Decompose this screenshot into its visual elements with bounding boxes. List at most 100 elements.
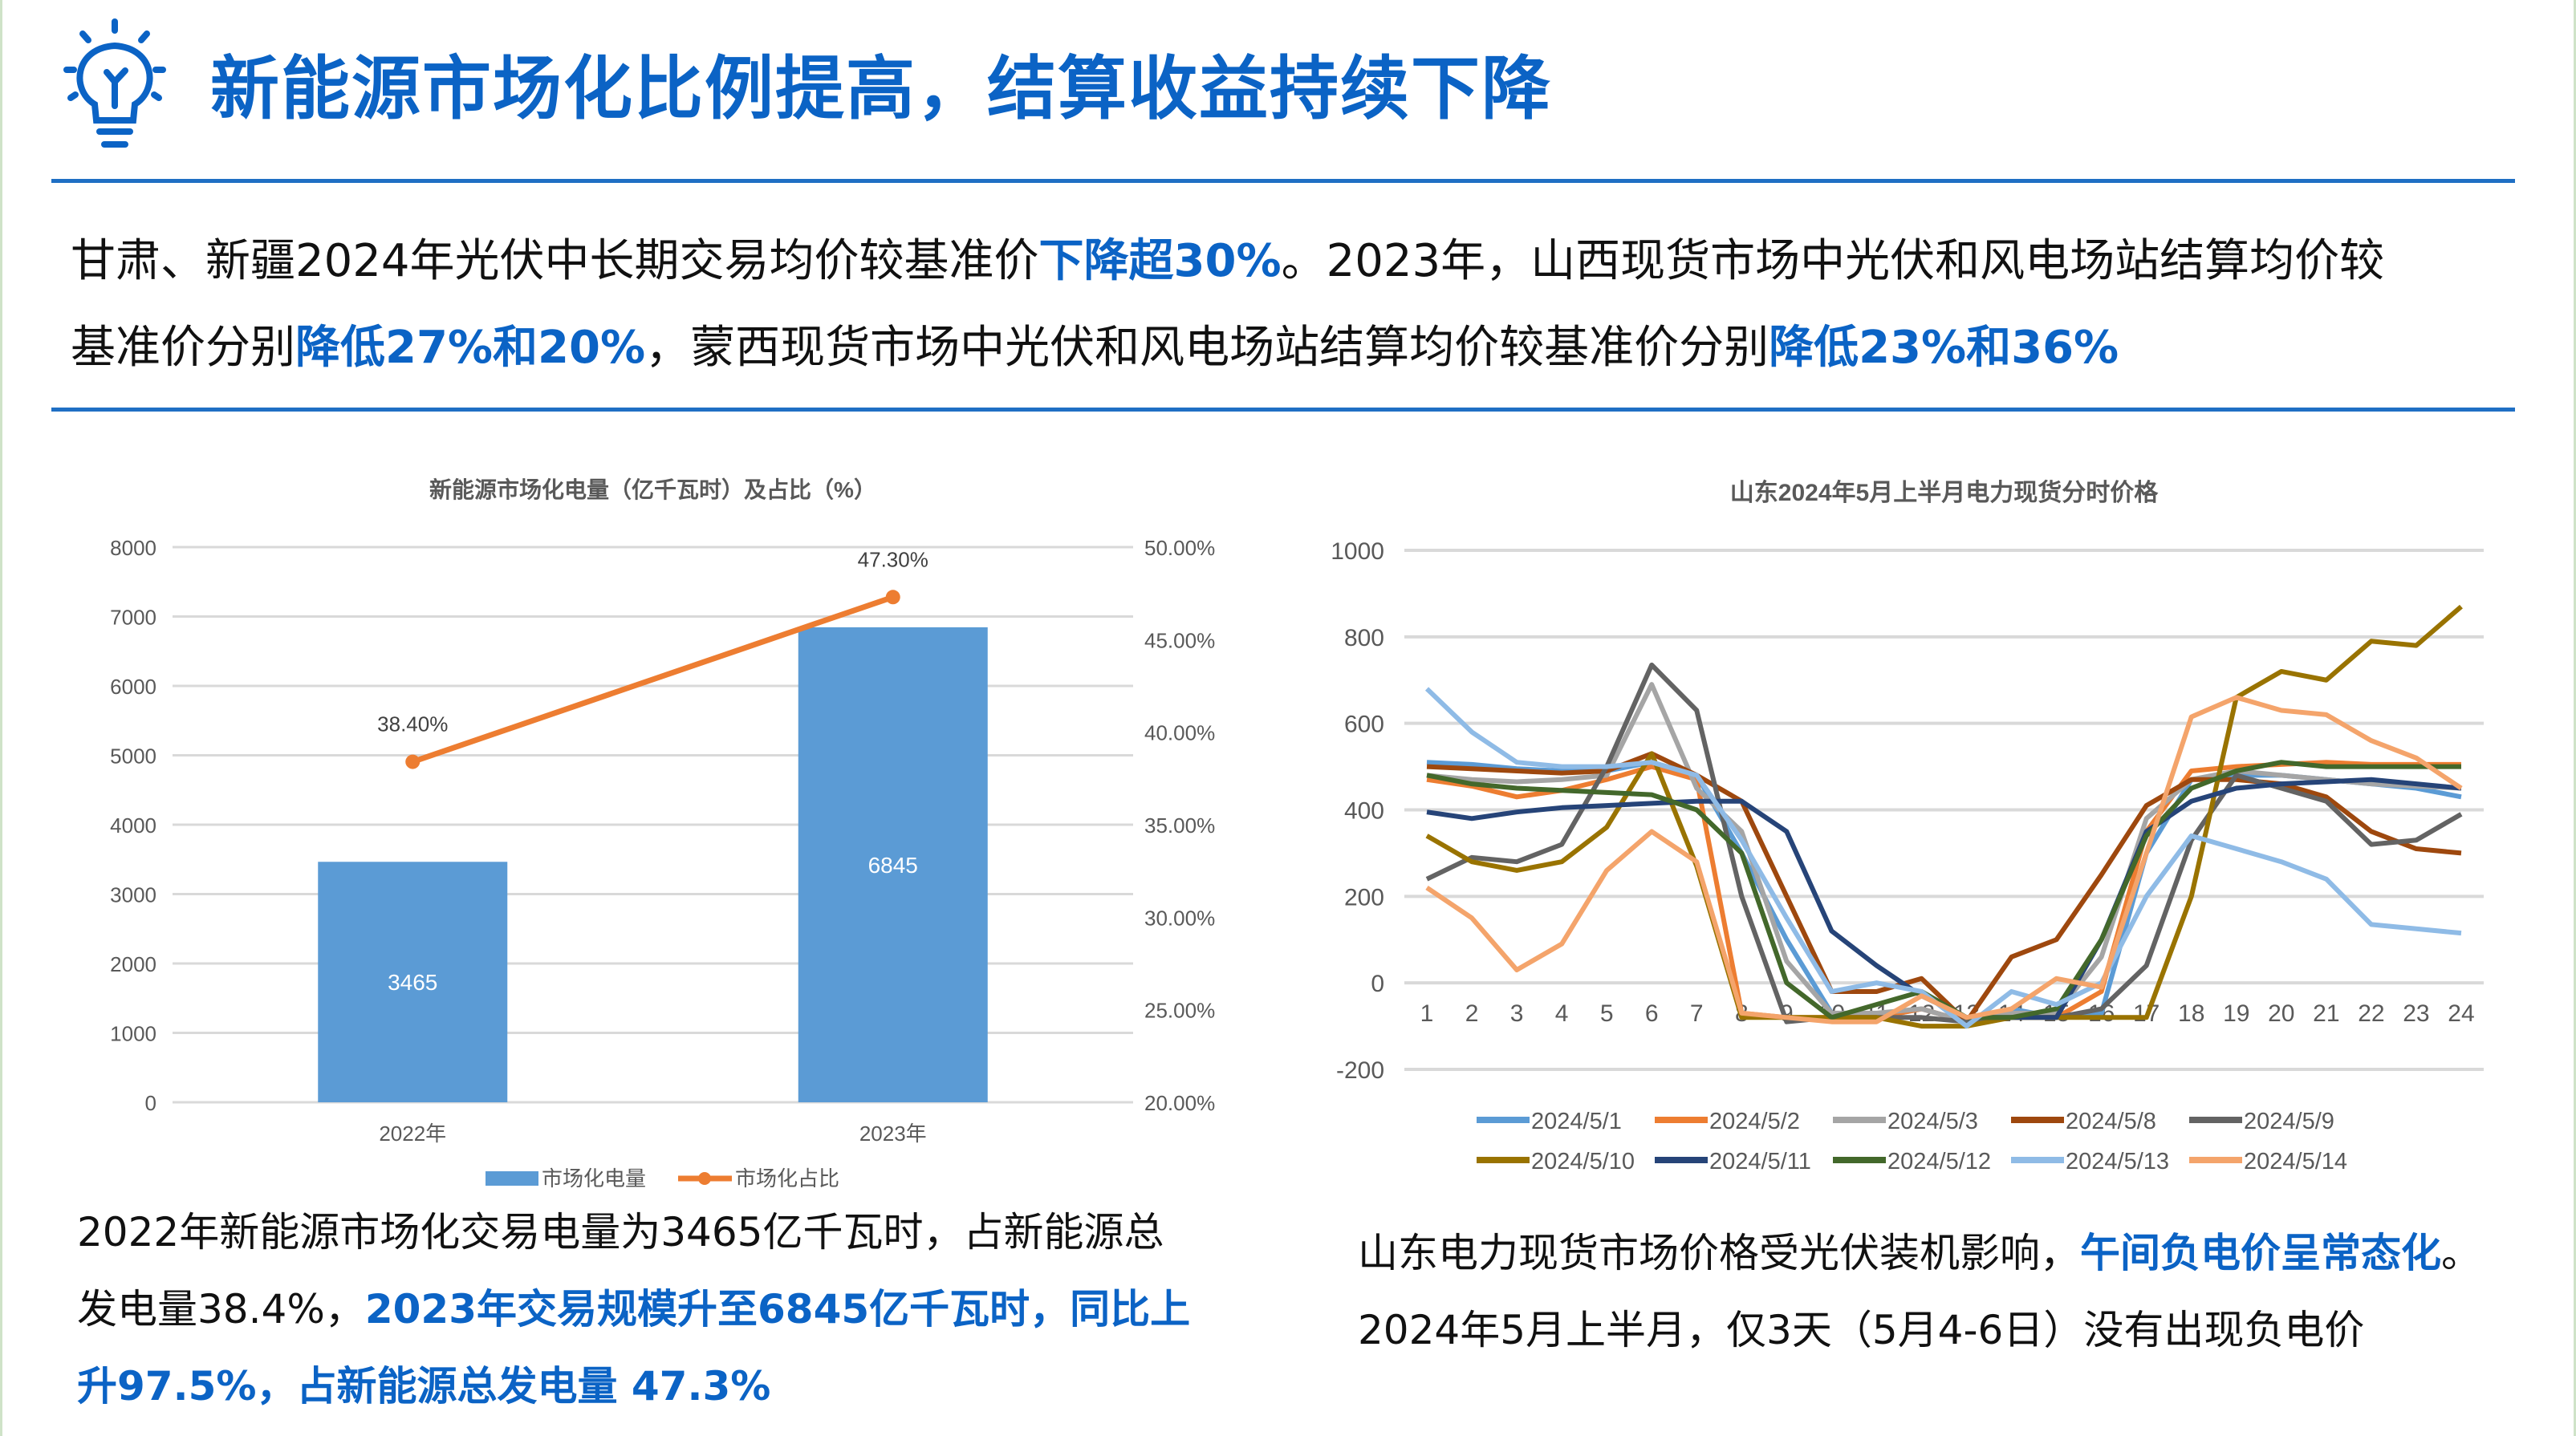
legend-label: 2024/5/10 xyxy=(1531,1149,1635,1174)
y-tick-label: 6000 xyxy=(110,675,156,699)
right-note-line-2: 2024年5月上半月，仅3天（5月4-6日）没有出现负电价 xyxy=(1358,1298,2364,1356)
y-tick-label: 600 xyxy=(1344,712,1384,738)
text-segment: 2022年新能源市场化交易电量为3465亿千瓦时，占新能源总 xyxy=(77,1209,1164,1255)
legend-marker xyxy=(698,1172,711,1185)
highlight-text: 2023年交易规模升至6845亿千瓦时，同比上 xyxy=(364,1286,1191,1333)
legend-label: 2024/5/1 xyxy=(1531,1109,1622,1134)
x-tick-label: 2 xyxy=(1465,1000,1479,1027)
highlight-text: 午间负电价呈常态化 xyxy=(2080,1230,2441,1276)
x-tick-label: 3 xyxy=(1510,1000,1524,1027)
series-line-2024-5-12 xyxy=(1426,760,2461,1020)
left-note-line-3: 升97.5%，占新能源总发电量 47.3% xyxy=(77,1354,770,1412)
line-data-label: 38.40% xyxy=(377,712,448,736)
series-line-2024-5-13 xyxy=(1424,687,2462,1029)
x-tick-label: 5 xyxy=(1600,1000,1614,1027)
legend-label: 2024/5/13 xyxy=(2066,1149,2169,1174)
legend-label: 2024/5/11 xyxy=(1709,1149,1811,1174)
x-tick-label: 7 xyxy=(1690,1000,1704,1027)
lightbulb-icon xyxy=(63,18,166,148)
legend-label: 2024/5/8 xyxy=(2066,1109,2156,1134)
x-tick-label: 2023年 xyxy=(859,1122,927,1146)
series-line-2024-5-8 xyxy=(1426,751,2462,1024)
share-point xyxy=(885,590,900,605)
shandong-price-chart: 山东2024年5月上半月电力现货分时价格 -200 0 200 400 600 800 100… xyxy=(1331,479,2484,1174)
highlight-text: 降低27%和20% xyxy=(295,322,646,374)
x-tick-label: 23 xyxy=(2403,1000,2429,1027)
summary-line-1: 甘肃、新疆2024年光伏中长期交易均价较基准价下降超30%。2023年，山西现货… xyxy=(71,225,2384,290)
y2-tick-label: 50.00% xyxy=(1144,536,1215,560)
divider xyxy=(51,179,2515,183)
legend-label: 市场化电量 xyxy=(542,1166,646,1191)
line-data-label: 47.30% xyxy=(858,547,928,571)
y2-tick-label: 45.00% xyxy=(1144,628,1215,652)
y2-tick-label: 25.00% xyxy=(1144,999,1215,1023)
y-tick-label: 3000 xyxy=(110,883,156,907)
y-tick-label: 4000 xyxy=(110,813,156,838)
legend-label: 市场化占比 xyxy=(735,1166,839,1191)
x-tick-label: 22 xyxy=(2358,1000,2384,1027)
text-segment: 。 xyxy=(2441,1230,2481,1276)
legend-label: 2024/5/14 xyxy=(2244,1149,2347,1174)
legend-label: 2024/5/3 xyxy=(1887,1109,1978,1134)
text-segment: 山东电力现货市场价格受光伏装机影响， xyxy=(1358,1230,2080,1276)
left-note-line-1: 2022年新能源市场化交易电量为3465亿千瓦时，占新能源总 xyxy=(77,1200,1164,1258)
x-tick-label: 21 xyxy=(2313,1000,2339,1027)
series-line-2024-5-10 xyxy=(1425,604,2463,1029)
y-tick-label: 400 xyxy=(1344,798,1384,825)
market-volume-chart: 新能源市场化电量（亿千瓦时）及占比（%） 0 1000 2000 3000 4000 500… xyxy=(110,477,1215,1191)
bar-data-label: 3465 xyxy=(388,970,437,995)
text-segment: 。2023年，山西现货市场中光伏和风电场站结算均价较 xyxy=(1281,235,2385,287)
x-tick-label: 4 xyxy=(1555,1000,1569,1027)
x-tick-label: 24 xyxy=(2448,1000,2474,1027)
left-note-line-2: 发电量38.4%，2023年交易规模升至6845亿千瓦时，同比上 xyxy=(77,1277,1190,1335)
page-title: 新能源市场化比例提高，结算收益持续下降 xyxy=(210,49,1552,129)
right-border xyxy=(2574,0,2576,1436)
y2-tick-label: 35.00% xyxy=(1144,813,1215,838)
y-tick-label: 5000 xyxy=(110,744,156,769)
y-tick-label: 1000 xyxy=(1331,538,1384,565)
y-tick-label: 200 xyxy=(1344,884,1384,911)
text-segment: 2024年5月上半月，仅3天（5月4-6日）没有出现负电价 xyxy=(1358,1307,2365,1353)
share-point xyxy=(405,754,421,769)
bar xyxy=(798,627,988,1102)
text-segment: ，蒙西现货市场中光伏和风电场站结算均价较基准价分别 xyxy=(645,322,1769,374)
y2-tick-label: 40.00% xyxy=(1144,721,1215,745)
y-tick-label: 0 xyxy=(1371,971,1384,997)
legend-label: 2024/5/12 xyxy=(1887,1149,1991,1174)
series-line-2024-5-14 xyxy=(1425,695,2463,1024)
summary-line-2: 基准价分别降低27%和20%，蒙西现货市场中光伏和风电场站结算均价较基准价分别降… xyxy=(71,311,2119,376)
text-segment: 甘肃、新疆2024年光伏中长期交易均价较基准价 xyxy=(71,235,1039,287)
text-segment: 基准价分别 xyxy=(71,322,295,374)
highlight-text: 升97.5%，占新能源总发电量 47.3% xyxy=(77,1363,771,1410)
x-tick-label: 6 xyxy=(1645,1000,1659,1027)
x-tick-label: 20 xyxy=(2268,1000,2294,1027)
x-tick-label: 1 xyxy=(1420,1000,1434,1027)
y-tick-label: 8000 xyxy=(110,536,156,560)
y-tick-label: -200 xyxy=(1336,1057,1384,1084)
text-segment: 发电量38.4%， xyxy=(77,1286,365,1333)
series-line-2024-5-3 xyxy=(1426,682,2462,1024)
y2-tick-label: 30.00% xyxy=(1144,906,1215,930)
chart-title: 新能源市场化电量（亿千瓦时）及占比（%） xyxy=(429,477,876,502)
y-tick-label: 1000 xyxy=(110,1022,156,1046)
divider xyxy=(51,408,2515,412)
legend-swatch-bar xyxy=(486,1171,538,1186)
y-tick-label: 2000 xyxy=(110,952,156,976)
left-border xyxy=(0,0,2,1436)
x-tick-label: 19 xyxy=(2223,1000,2249,1027)
legend-label: 2024/5/9 xyxy=(2244,1109,2334,1134)
chart-title: 山东2024年5月上半月电力现货分时价格 xyxy=(1730,479,2159,506)
y-tick-label: 7000 xyxy=(110,606,156,630)
y-tick-label: 0 xyxy=(145,1091,156,1115)
share-line xyxy=(412,594,894,765)
y2-tick-label: 20.00% xyxy=(1144,1091,1215,1115)
right-note-line-1: 山东电力现货市场价格受光伏装机影响，午间负电价呈常态化。 xyxy=(1358,1221,2481,1279)
series-line-2024-5-9 xyxy=(1425,662,2463,1024)
x-tick-label: 2022年 xyxy=(379,1122,446,1146)
highlight-text: 下降超30% xyxy=(1038,235,1282,287)
x-tick-label: 18 xyxy=(2178,1000,2204,1027)
y-tick-label: 800 xyxy=(1344,625,1384,651)
bar-data-label: 6845 xyxy=(868,853,918,878)
bar xyxy=(318,862,508,1102)
highlight-text: 降低23%和36% xyxy=(1769,322,2119,374)
